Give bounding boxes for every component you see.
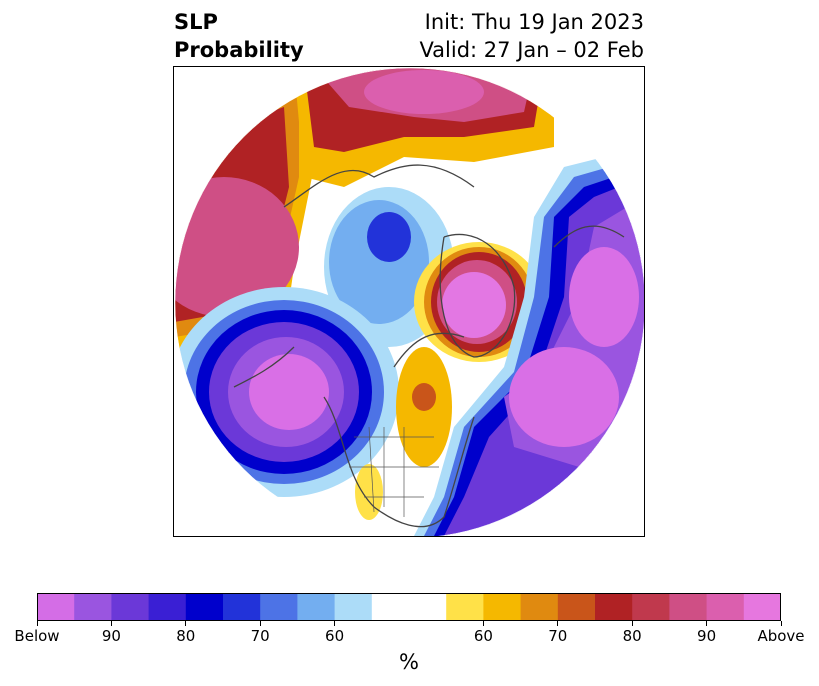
title-variable: SLP (174, 10, 218, 34)
colorbar-tick-label: 90 (697, 627, 717, 645)
colorbar-segment (185, 593, 224, 621)
colorbar-segment (223, 593, 261, 621)
north-atlantic-europe-low (509, 347, 619, 447)
colorbar-segment (74, 593, 112, 621)
colorbar-segment (520, 593, 559, 621)
colorbar-tick-mark (36, 621, 38, 626)
colorbar-tick-mark (185, 621, 187, 626)
init-date-label: Init: Thu 19 Jan 2023 (424, 10, 644, 34)
colorbar-border (37, 593, 781, 621)
probability-map (173, 66, 645, 537)
colorbar-tick-mark (557, 621, 559, 626)
colorbar-tick-label: 60 (473, 627, 493, 645)
colorbar-segment (334, 593, 373, 621)
probability-colorbar (37, 593, 781, 621)
colorbar-segment (371, 593, 447, 621)
colorbar-segment (260, 593, 298, 621)
colorbar-tick-label: 70 (250, 627, 270, 645)
map-canvas (174, 67, 644, 536)
colorbar-tick-mark (334, 621, 336, 626)
colorbar-tick-label: 70 (548, 627, 568, 645)
valid-range-label: Valid: 27 Jan – 02 Feb (419, 38, 644, 62)
greenland-high (442, 272, 506, 338)
colorbar-segment (148, 593, 187, 621)
colorbar-tick-mark (110, 621, 112, 626)
colorbar-segment (743, 593, 781, 621)
colorbar-segment (37, 593, 75, 621)
north-pacific-low (249, 354, 329, 430)
map-title: SLP Probability (174, 8, 304, 64)
colorbar-tick-mark (706, 621, 708, 626)
colorbar-tick-label: 90 (101, 627, 121, 645)
colorbar-tick-label: 80 (176, 627, 196, 645)
title-product: Probability (174, 38, 304, 62)
colorbar-tick-label: 80 (622, 627, 642, 645)
colorbar-segment (446, 593, 484, 621)
colorbar-segment (632, 593, 670, 621)
colorbar-segment (297, 593, 336, 621)
colorbar-tick-mark (259, 621, 261, 626)
colorbar-tick-mark (780, 621, 782, 626)
colorbar-tick-label: Above (757, 627, 805, 645)
colorbar-segment (483, 593, 522, 621)
colorbar-tick-label: Below (14, 627, 60, 645)
colorbar-tick-mark (631, 621, 633, 626)
colorbar-segment (706, 593, 745, 621)
map-dates: Init: Thu 19 Jan 2023 Valid: 27 Jan – 02… (419, 8, 644, 64)
colorbar-segment (595, 593, 633, 621)
colorbar-segment (557, 593, 596, 621)
colorbar-tick-label: 60 (325, 627, 345, 645)
colorbar-segment (111, 593, 150, 621)
colorbar-tick-mark (482, 621, 484, 626)
colorbar-unit-label: % (399, 650, 419, 674)
colorbar-segment (669, 593, 708, 621)
